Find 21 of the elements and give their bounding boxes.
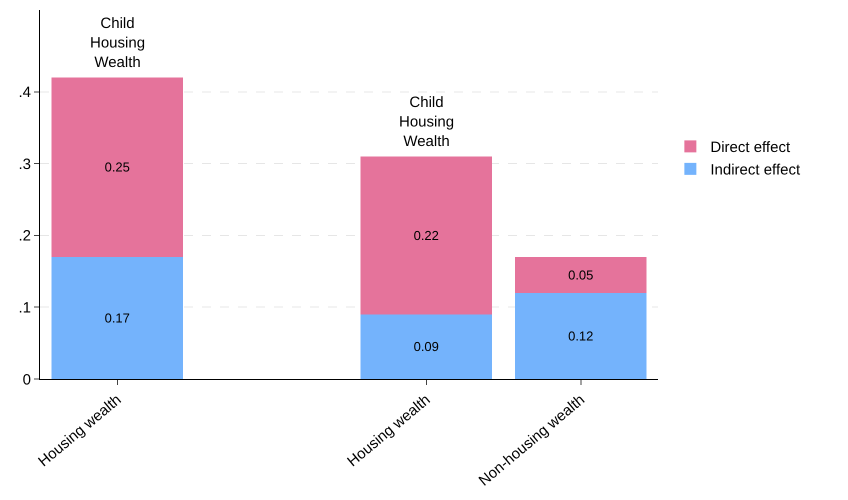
bar (515, 256, 646, 293)
data-label: 0.17 (104, 310, 130, 326)
bar (52, 77, 183, 257)
data-label: 0.25 (104, 160, 130, 175)
legend-label: Direct effect (710, 139, 791, 156)
bar (515, 292, 646, 379)
bar (360, 156, 492, 314)
y-tick-label: 0 (22, 371, 31, 388)
data-label: 0.22 (414, 228, 439, 243)
y-tick-label: .4 (18, 84, 31, 102)
annotation: Child Housing Wealth (90, 15, 146, 71)
legend-label: Indirect effect (710, 162, 801, 179)
data-label: 0.12 (568, 328, 594, 344)
data-label: 0.09 (414, 339, 439, 354)
data-label: 0.05 (568, 267, 594, 282)
y-tick-label: .2 (18, 228, 31, 245)
annotation: Child Housing Wealth (399, 94, 454, 150)
y-tick-label: .3 (18, 156, 31, 173)
bar (360, 314, 492, 379)
bar (52, 256, 183, 379)
y-tick-label: .1 (18, 299, 31, 316)
